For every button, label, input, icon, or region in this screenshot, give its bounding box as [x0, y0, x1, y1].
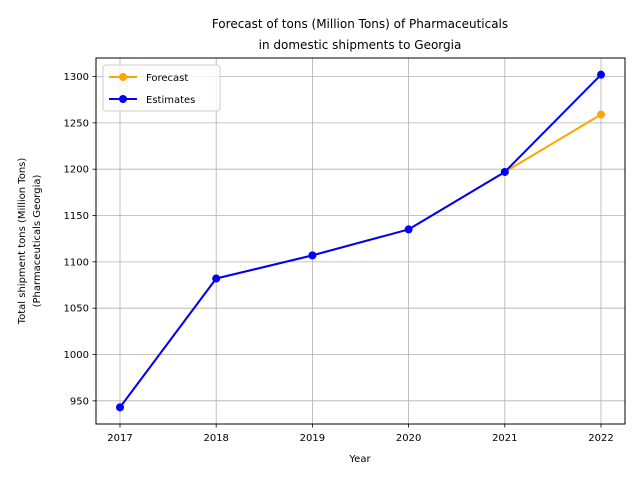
data-point-estimates	[404, 225, 413, 234]
data-point-estimates	[308, 251, 317, 260]
chart-title-line-2: in domestic shipments to Georgia	[259, 38, 462, 52]
x-axis: 2017 2018 2019 2020 2021 2022	[107, 424, 614, 444]
x-tick-label: 2018	[203, 433, 228, 444]
data-point-estimates	[212, 274, 221, 283]
x-tick-label: 2017	[107, 433, 132, 444]
legend: Forecast Estimates	[102, 64, 221, 112]
y-axis-label-line-1: Total shipment tons (Million Tons)	[17, 158, 28, 326]
y-tick-label: 1300	[64, 72, 89, 83]
grid	[96, 58, 625, 424]
x-axis-label: Year	[348, 454, 371, 465]
legend-marker-forecast	[119, 73, 127, 81]
x-tick-label: 2021	[492, 433, 517, 444]
y-tick-label: 950	[70, 396, 89, 407]
series-forecast	[116, 110, 605, 412]
series-layer	[116, 70, 605, 412]
data-point-estimates	[500, 167, 509, 176]
data-point-forecast	[597, 110, 605, 119]
y-axis-label-line-2: (Pharmaceuticals Georgia)	[32, 175, 43, 308]
y-tick-label: 1150	[64, 211, 89, 222]
x-tick-label: 2022	[588, 433, 613, 444]
y-tick-label: 1200	[64, 165, 89, 176]
y-axis: 950 1000 1050 1100 1150 1200 1250 1300	[64, 72, 96, 407]
plot-frame	[95, 57, 626, 425]
series-estimates	[116, 70, 605, 412]
legend-label-estimates: Estimates	[146, 95, 195, 106]
y-tick-label: 1050	[64, 304, 89, 315]
data-point-estimates	[116, 403, 124, 412]
x-tick-label: 2019	[300, 433, 325, 444]
y-tick-label: 1000	[64, 350, 89, 361]
x-tick-label: 2020	[396, 433, 421, 444]
series-line-estimates	[119, 73, 602, 408]
legend-marker-estimates	[119, 95, 127, 103]
legend-label-forecast: Forecast	[146, 73, 188, 84]
series-line-forecast	[119, 113, 602, 408]
data-point-estimates	[597, 70, 605, 79]
y-tick-label: 1100	[64, 257, 89, 268]
chart-title-line-1: Forecast of tons (Million Tons) of Pharm…	[212, 17, 508, 31]
y-tick-label: 1250	[64, 118, 89, 129]
